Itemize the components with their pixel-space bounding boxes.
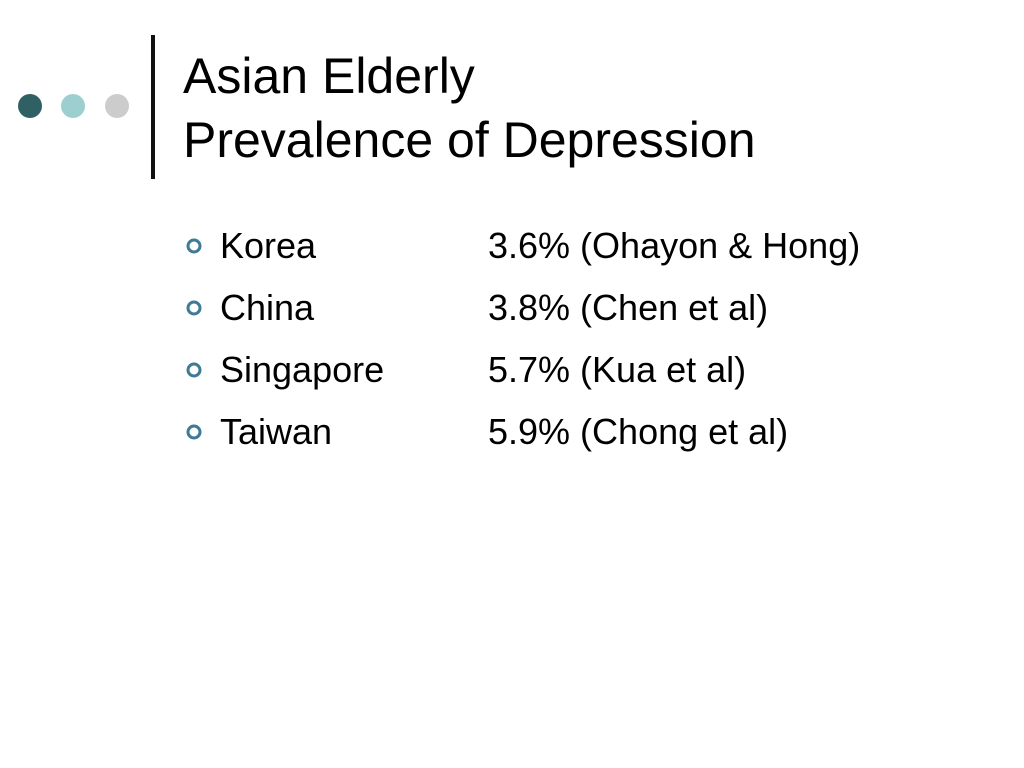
item-detail: 5.7% (Kua et al) <box>488 349 746 390</box>
decor-dot <box>18 94 42 118</box>
item-detail: 3.6% (Ohayon & Hong) <box>488 225 860 266</box>
item-label: Singapore <box>220 349 384 390</box>
decor-dot <box>61 94 85 118</box>
item-label: Korea <box>220 225 317 266</box>
title-divider <box>151 35 155 179</box>
item-label: Taiwan <box>220 411 332 452</box>
bullet <box>186 300 202 316</box>
bullet <box>186 424 202 440</box>
item-detail: 5.9% (Chong et al) <box>488 411 788 452</box>
bullet-list: Korea 3.6% (Ohayon & Hong) China 3.8% (Chen… <box>186 225 860 452</box>
bullet <box>186 238 202 254</box>
title-line: Asian Elderly <box>183 48 475 104</box>
item-label: China <box>220 287 315 328</box>
title-line: Prevalence of Depression <box>183 112 756 168</box>
item-detail: 3.8% (Chen et al) <box>488 287 768 328</box>
decor-dot <box>105 94 129 118</box>
bullet <box>186 362 202 378</box>
